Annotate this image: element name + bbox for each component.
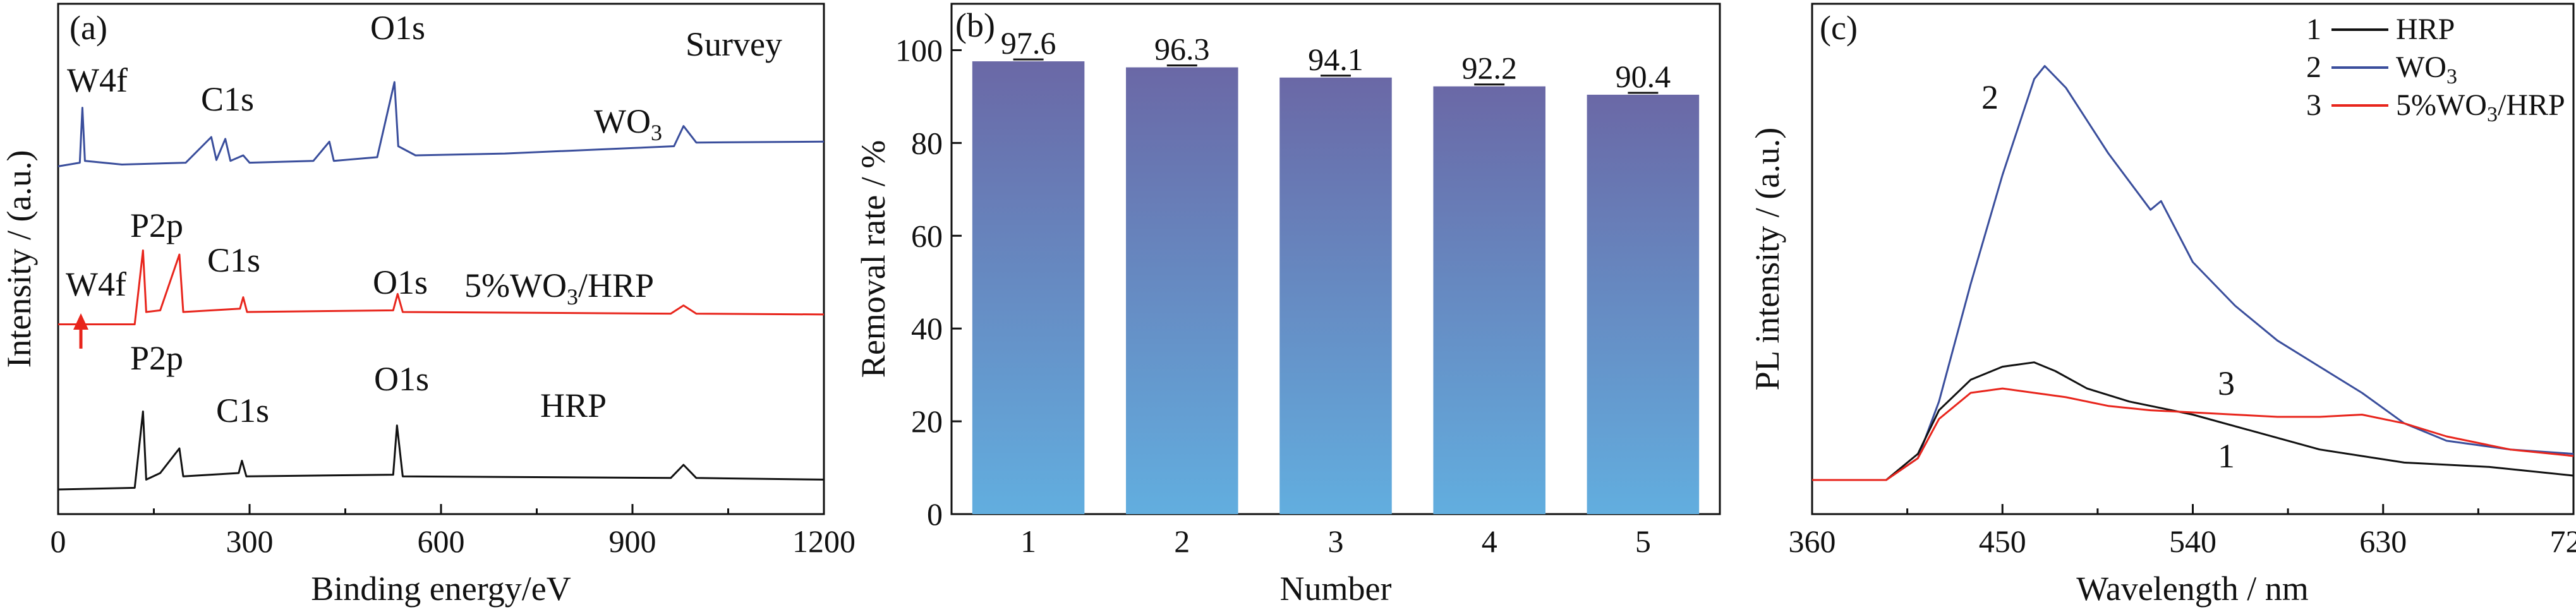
panel-c-x-ticks: 360 450 540 630 720 [1789, 504, 2576, 559]
panel-b-x-tick-label: 1 [1020, 524, 1036, 559]
panel-b-y-tick-label: 20 [911, 404, 943, 439]
composite-sample-label: 5%WO3/HRP [464, 267, 654, 309]
composite-w4f-label: W4f [66, 265, 126, 303]
wo3-sample-label: WO3 [594, 102, 662, 145]
panel-b-y-tick-label: 80 [911, 125, 943, 160]
panel-b-bars: 97.6 96.3 94.1 92.2 90.4 [972, 25, 1700, 515]
panel-a-frame [57, 3, 825, 515]
composite-c1s-label: C1s [207, 241, 260, 279]
panel-b-y-tick-label: 0 [927, 496, 943, 532]
panel-a-x-tick-label: 0 [51, 524, 66, 559]
panel-c-x-tick-label: 360 [1789, 524, 1836, 559]
panel-a-x-tick-label: 600 [418, 524, 465, 559]
svg-text:2: 2 [2306, 51, 2321, 84]
panel-b-x-tick-label: 3 [1328, 524, 1344, 559]
removal-rate-value-label-3: 94.1 [1308, 42, 1364, 77]
hrp-c1s-label: C1s [216, 392, 269, 429]
hrp-sample-label: HRP [540, 387, 607, 424]
hrp-pl-curve [1812, 361, 2574, 481]
panel-b-y-axis-label: Removal rate / % [854, 140, 892, 378]
panel-a-tag: (a) [70, 9, 107, 47]
panel-a-x-tick-label: 1200 [792, 524, 856, 559]
panel-c-legend: 1 HRP 2 WO3 3 5%WO3/HRP [2306, 13, 2565, 126]
removal-rate-value-label-2: 96.3 [1154, 32, 1210, 67]
panel-a-x-ticks: 0 300 600 900 1200 [51, 504, 856, 559]
panel-b-x-tick-label: 2 [1174, 524, 1190, 559]
panel-b-tag: (b) [955, 6, 995, 44]
panel-b-y-tick-label: 60 [911, 218, 943, 253]
curve-number-hrp: 1 [2218, 437, 2235, 475]
panel-b: 0 20 40 60 80 100 1 2 3 4 5 97.6 96.3 94.1 92.2 90.4 (… [854, 3, 1721, 608]
composite-xps-curve [58, 249, 825, 325]
panel-c-y-axis-label: PL intensity / (a.u.) [1748, 128, 1786, 390]
legend-item-hrp: 1 HRP [2306, 13, 2455, 46]
hrp-xps-curve [57, 411, 825, 491]
curve-number-wo3: 2 [1981, 78, 1999, 116]
svg-text:3: 3 [2306, 88, 2321, 122]
panel-c-x-tick-label: 630 [2359, 524, 2407, 559]
panel-b-x-tick-label: 5 [1635, 524, 1651, 559]
panel-c-tag: (c) [1820, 9, 1858, 47]
curve-number-composite: 3 [2218, 364, 2235, 402]
panel-b-x-axis-label: Number [1280, 570, 1392, 608]
removal-rate-value-label-5: 90.4 [1616, 59, 1671, 94]
legend-item-wo3: 2 WO3 [2306, 51, 2457, 88]
svg-text:1: 1 [2306, 13, 2321, 46]
hrp-o1s-label: O1s [374, 360, 429, 398]
w4f-arrow-icon [73, 313, 88, 349]
panel-b-ticks: 0 20 40 60 80 100 1 2 3 4 5 [895, 32, 1651, 559]
panel-c-x-axis-label: Wavelength / nm [2076, 570, 2309, 608]
removal-rate-bar-3 [1279, 77, 1392, 514]
panel-c-x-tick-label: 720 [2550, 524, 2576, 559]
wo3-w4f-label: W4f [67, 61, 128, 99]
wo3-xps-curve [57, 81, 825, 167]
panel-a-x-tick-label: 300 [226, 524, 274, 559]
wo3-c1s-label: C1s [201, 80, 254, 118]
wo3-pl-curve [1812, 65, 2574, 481]
removal-rate-value-label-1: 97.6 [1001, 25, 1056, 61]
removal-rate-bar-2 [1126, 67, 1238, 514]
svg-text:5%WO3/HRP: 5%WO3/HRP [2396, 88, 2565, 126]
panel-a-x-axis-label: Binding energy/eV [311, 570, 571, 608]
removal-rate-value-label-4: 92.2 [1461, 51, 1517, 86]
panel-c: 360 450 540 630 720 (c) Wavelength / nm PL i… [1748, 3, 2576, 608]
removal-rate-bar-1 [972, 61, 1085, 515]
svg-text:WO3: WO3 [2396, 51, 2457, 88]
panel-c-x-tick-label: 540 [2169, 524, 2216, 559]
composite-p2p-label: P2p [130, 207, 183, 244]
wo3-o1s-label: O1s [370, 9, 425, 47]
panel-b-y-tick-label: 40 [911, 311, 943, 346]
panel-b-y-tick-label: 100 [895, 32, 943, 68]
legend-item-composite: 3 5%WO3/HRP [2306, 88, 2565, 126]
composite-pl-curve [1812, 387, 2574, 481]
composite-o1s-label: O1s [373, 263, 428, 301]
removal-rate-bar-5 [1587, 94, 1700, 515]
panel-c-x-tick-label: 450 [1979, 524, 2026, 559]
panel-b-x-tick-label: 4 [1482, 524, 1497, 559]
panel-a-header: Survey [686, 25, 782, 63]
panel-c-curves [1812, 65, 2574, 481]
panel-a-curves [57, 81, 825, 491]
svg-text:HRP: HRP [2396, 13, 2455, 46]
hrp-p2p-label: P2p [130, 339, 183, 377]
removal-rate-bar-4 [1433, 86, 1545, 514]
panel-a-x-tick-label: 900 [609, 524, 656, 559]
panel-a: 0 300 600 900 1200 (a) Survey Binding energy… [0, 3, 856, 608]
panel-a-y-axis-label: Intensity / (a.u.) [0, 150, 38, 368]
